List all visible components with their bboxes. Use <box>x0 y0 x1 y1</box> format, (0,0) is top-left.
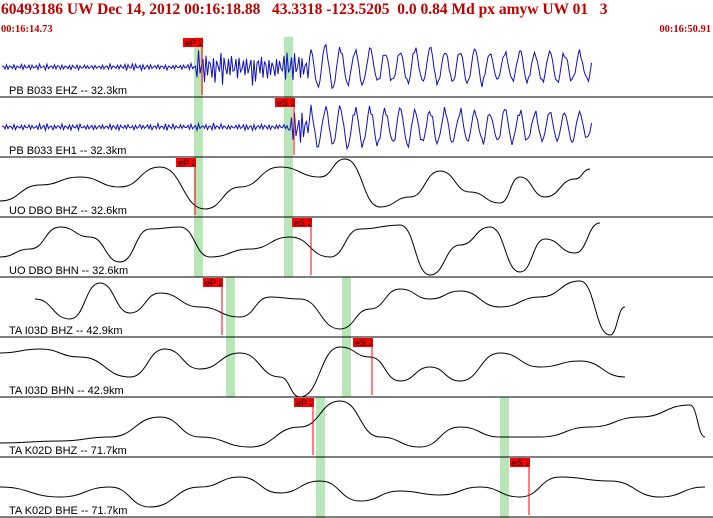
trace-6-waveform <box>0 400 706 448</box>
pick-markers: eP 2 eS 2 eP 2 eS 2 eP 2 eS 2 eP 2 eS 2 <box>176 38 531 515</box>
pick-label-2: eP 2 <box>178 158 196 168</box>
trace-4-waveform <box>34 280 626 336</box>
trace-labels: PB B033 EHZ -- 32.3km PB B033 EH1 -- 32.3… <box>9 85 128 517</box>
pick-flag-0[interactable] <box>183 38 203 47</box>
trace-label-0: PB B033 EHZ -- 32.3km <box>9 85 127 97</box>
trace-label-6: TA K02D BHZ -- 71.7km <box>9 445 127 457</box>
pick-label-1: eS 2 <box>277 98 296 108</box>
pick-flag-4[interactable] <box>203 278 223 287</box>
pick-flag-2[interactable] <box>176 158 196 167</box>
trace-3-waveform <box>0 222 601 276</box>
pick-flag-3[interactable] <box>292 218 312 227</box>
event-title: 60493186 UW Dec 14, 2012 00:16:18.88 43.… <box>1 1 608 18</box>
trace-label-5: TA I03D BHN -- 42.9km <box>9 385 124 397</box>
trace-label-4: TA I03D BHZ -- 42.9km <box>9 325 123 337</box>
pick-flag-6[interactable] <box>294 398 314 407</box>
trace-label-3: UO DBO BHN -- 32.6km <box>9 265 128 277</box>
pick-label-7: eS 2 <box>512 458 531 468</box>
time-end-label: 00:16:50.91 <box>659 24 711 35</box>
trace-2-waveform <box>0 158 591 210</box>
pick-label-3: eS 2 <box>294 218 313 228</box>
pick-label-4: eP 2 <box>205 278 223 288</box>
trace-5-waveform <box>0 346 626 398</box>
trace-0-waveform <box>1 43 592 90</box>
pick-flag-7[interactable] <box>510 458 530 467</box>
trace-label-2: UO DBO BHZ -- 32.6km <box>9 205 127 217</box>
trace-1-waveform <box>2 104 592 151</box>
pick-label-6: eP 2 <box>296 398 314 408</box>
pick-label-0: eP 2 <box>185 38 203 48</box>
seismogram-panel[interactable]: eP 2 eS 2 eP 2 eS 2 eP 2 eS 2 eP 2 eS 2 PB B033… <box>0 37 713 518</box>
trace-label-1: PB B033 EH1 -- 32.3km <box>9 145 126 157</box>
trace-group <box>0 43 706 508</box>
trace-label-7: TA K02D BHE -- 71.7km <box>9 505 127 517</box>
trace-dividers <box>0 96 713 518</box>
pick-flag-5[interactable] <box>353 338 373 347</box>
header-bar: 60493186 UW Dec 14, 2012 00:16:18.88 43.… <box>0 0 713 37</box>
pick-flag-1[interactable] <box>275 98 295 107</box>
time-start-label: 00:16:14.73 <box>1 24 53 35</box>
pick-label-5: eS 2 <box>355 338 374 348</box>
trace-7-waveform <box>0 476 706 508</box>
